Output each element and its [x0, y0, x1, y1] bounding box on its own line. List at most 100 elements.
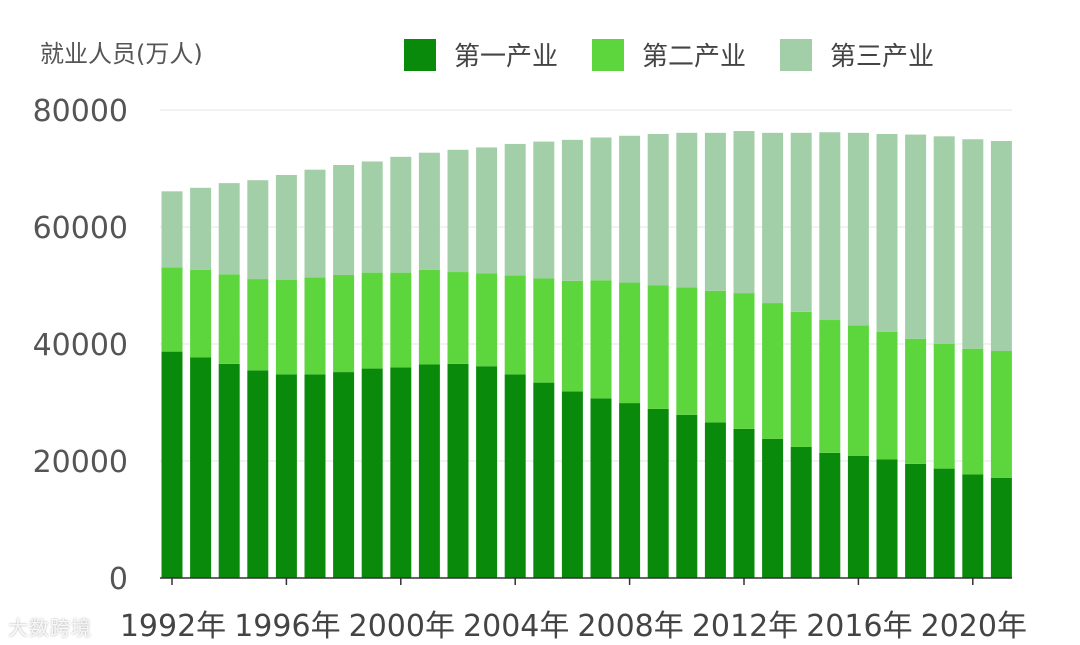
- bar-segment: [647, 408, 669, 578]
- bar-segment: [847, 132, 869, 326]
- y-axis-label: 就业人员(万人): [40, 40, 203, 68]
- bar-segment: [590, 137, 612, 281]
- bar-segment: [533, 278, 555, 383]
- bar-segment: [933, 344, 955, 469]
- bar-segment: [962, 139, 984, 349]
- bar-segment: [962, 348, 984, 475]
- legend-swatch-primary: [404, 38, 436, 71]
- bar-segment: [247, 180, 269, 280]
- bar-segment: [333, 164, 355, 275]
- bar-segment: [361, 161, 383, 273]
- bar-segment: [476, 366, 498, 578]
- bar-segment: [275, 279, 297, 375]
- bar-segment: [819, 452, 841, 578]
- grid-layer: [160, 109, 1012, 462]
- x-tick-label: 2016年: [806, 609, 912, 644]
- bar-segment: [933, 136, 955, 344]
- bar-segment: [704, 422, 726, 578]
- bar-segment: [476, 273, 498, 367]
- bar-segment: [390, 272, 412, 368]
- bar-segment: [533, 141, 555, 279]
- bar-segment: [333, 274, 355, 373]
- bar-segment: [447, 272, 469, 364]
- legend-label-secondary: 第二产业: [642, 42, 747, 72]
- bar-segment: [418, 269, 440, 365]
- bar-segment: [247, 370, 269, 578]
- x-tick-label: 2004年: [463, 609, 569, 644]
- bar-segment: [847, 455, 869, 578]
- x-tick-label: 2000年: [349, 609, 455, 644]
- bar-segment: [218, 363, 240, 578]
- legend-item-primary[interactable]: 第一产业: [404, 36, 558, 73]
- bar-segment: [361, 368, 383, 578]
- bar-segment: [418, 152, 440, 270]
- bar-segment: [990, 477, 1012, 578]
- bar-segment: [218, 183, 240, 275]
- bar-segment: [733, 293, 755, 429]
- bar-segment: [876, 459, 898, 578]
- bar-segment: [905, 338, 927, 464]
- bar-segment: [190, 187, 212, 270]
- bar-segment: [247, 279, 269, 371]
- bar-segment: [504, 143, 526, 276]
- x-tick-label: 1992年: [120, 609, 226, 644]
- bars-layer: [161, 131, 1012, 578]
- y-tick-label: 0: [109, 562, 128, 597]
- bar-segment: [790, 446, 812, 578]
- bar-segment: [561, 391, 583, 578]
- bar-segment: [704, 132, 726, 291]
- bar-segment: [790, 311, 812, 447]
- legend-swatch-tertiary: [780, 38, 813, 71]
- x-tick-label: 2020年: [921, 609, 1027, 644]
- bar-segment: [161, 267, 183, 352]
- bar-segment: [275, 174, 297, 280]
- axis-layer: 0 20000 40000 60000 80000 1992年 1996年 2000年 2004…: [33, 94, 1027, 644]
- bar-segment: [533, 382, 555, 578]
- bar-segment: [619, 135, 641, 283]
- bar-segment: [390, 367, 412, 578]
- bar-segment: [676, 287, 698, 415]
- y-tick-label: 80000: [33, 94, 128, 129]
- bar-segment: [819, 132, 841, 321]
- bar-segment: [304, 277, 326, 375]
- y-tick-label: 60000: [33, 211, 128, 246]
- bar-segment: [161, 191, 183, 268]
- bar-segment: [619, 282, 641, 404]
- bar-segment: [905, 134, 927, 339]
- bar-segment: [676, 414, 698, 578]
- bar-segment: [733, 428, 755, 578]
- bar-segment: [704, 290, 726, 423]
- bar-segment: [161, 351, 183, 578]
- bar-segment: [790, 132, 812, 312]
- bar-segment: [275, 374, 297, 578]
- bar-segment: [905, 463, 927, 578]
- bar-segment: [990, 351, 1012, 478]
- x-tick-label: 2012年: [692, 609, 798, 644]
- bar-segment: [762, 303, 784, 439]
- bar-segment: [447, 363, 469, 578]
- legend-label-tertiary: 第三产业: [830, 42, 935, 72]
- legend-item-secondary[interactable]: 第二产业: [592, 36, 746, 73]
- x-tick-label: 1996年: [234, 609, 340, 644]
- bar-segment: [590, 398, 612, 578]
- bar-segment: [876, 133, 898, 332]
- bar-segment: [962, 474, 984, 578]
- bar-segment: [304, 374, 326, 578]
- bar-segment: [762, 132, 784, 304]
- bar-segment: [561, 280, 583, 392]
- bar-segment: [361, 272, 383, 369]
- bar-segment: [218, 274, 240, 364]
- watermark: 大数跨境: [8, 616, 92, 640]
- bar-segment: [418, 364, 440, 578]
- bar-segment: [876, 331, 898, 460]
- x-tick-label: 2008年: [577, 609, 683, 644]
- bar-segment: [447, 149, 469, 273]
- bar-segment: [590, 280, 612, 399]
- bar-segment: [819, 320, 841, 453]
- legend: 第一产业 第二产业 第三产业: [404, 36, 968, 73]
- bar-segment: [190, 357, 212, 578]
- legend-item-tertiary[interactable]: 第三产业: [780, 36, 934, 73]
- y-tick-label: 40000: [33, 328, 128, 363]
